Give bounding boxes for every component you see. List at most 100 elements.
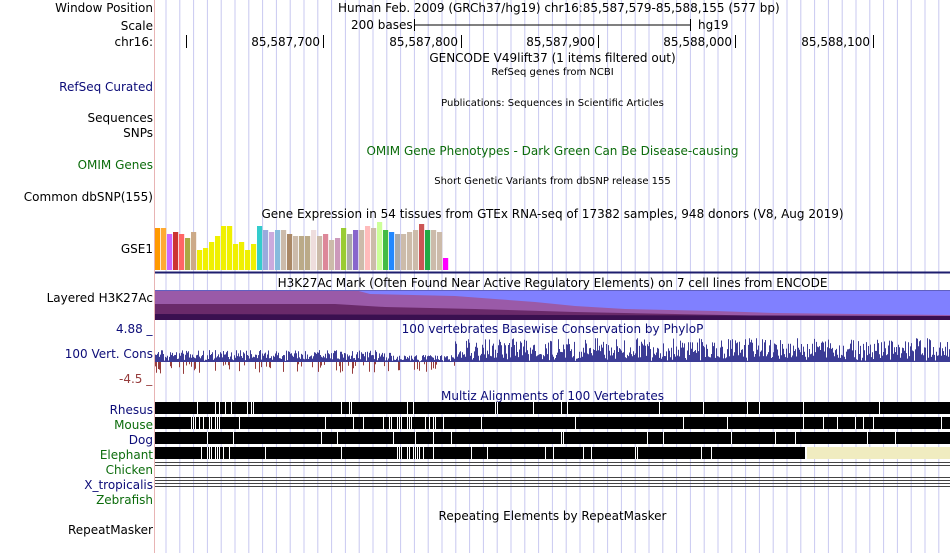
gtex-tissue-bar [425,230,431,270]
h3k27ac-signal[interactable] [155,290,950,320]
alignment-gap [533,402,534,414]
refseq-track-title[interactable]: RefSeq genes from NCBI [491,67,614,78]
alignment-gap [409,417,410,429]
gtex-tissue-bar [305,236,311,270]
ruler-tick-label: 85,588,100 [801,35,870,49]
alignment-gap [425,417,426,429]
ruler-tick-label: 85,587,800 [389,35,458,49]
alignment-gap [433,447,434,459]
gtex-tissue-bar [347,234,353,270]
gtex-tissue-bar [395,234,401,270]
gtex-tissue-bar [281,230,287,270]
gtex-tissue-bar [299,236,305,270]
species-label-dog[interactable]: Dog [128,433,153,447]
gtex-tissue-bar [401,234,407,270]
alignment-gap [429,417,430,429]
alignment-gap [219,447,220,459]
alignment-gap [197,402,198,414]
alignment-gap [795,432,796,444]
alignment-gap [867,432,868,444]
alignment-gap [855,417,856,429]
gtex-tissue-bar [413,230,419,270]
cons-track-label[interactable]: 100 Vert. Cons [64,347,153,361]
alignment-gap [399,417,400,429]
alignment-gap [195,417,196,429]
gtex-tissue-bar [215,236,221,270]
species-label-rhesus[interactable]: Rhesus [109,403,153,417]
omim-track-title[interactable]: OMIM Gene Phenotypes - Dark Green Can Be… [366,144,739,158]
multiz-track-title[interactable]: Multiz Alignments of 100 Vertebrates [440,389,665,403]
gencode-track-title[interactable]: GENCODE V49lift37 (1 items filtered out) [429,51,676,65]
alignment-gap [415,432,416,444]
gtex-track-label[interactable]: GSE1 [120,242,153,256]
conservation-wiggle[interactable] [155,332,950,384]
species-label-chicken[interactable]: Chicken [105,463,153,477]
gtex-tissue-bar [407,232,413,270]
sequences-track-label[interactable]: Sequences [87,111,153,125]
species-label-zebrafish[interactable]: Zebrafish [96,493,153,507]
mouse-alignment [155,417,950,429]
gtex-tissue-bar [335,238,341,270]
conservation-positive [155,338,950,362]
alignment-gap [711,447,712,459]
species-label-x_tropicalis[interactable]: X_tropicalis [84,478,153,492]
alignment-gap [873,417,874,429]
alignment-gap [495,402,496,414]
alignment-gap [683,417,684,429]
alignment-gap [217,447,218,459]
ruler-tick-label: 85,587,700 [251,35,320,49]
ruler-tick-label: 85,587,900 [526,35,595,49]
cons-min-label: -4.5 _ [119,372,153,386]
alignment-gap [223,447,224,459]
alignment-gap [397,447,398,459]
h3k27ac-track-title[interactable]: H3K27Ac Mark (Often Found Near Active Re… [277,276,828,290]
gtex-bar-graph[interactable] [155,222,950,274]
alignment-gap [383,417,384,429]
alignment-gap [233,432,234,444]
alignment-gap [731,432,732,444]
window-position-label: Window Position [55,1,153,15]
alignment-gap [247,402,248,414]
alignment-gap [193,417,194,429]
repeatmasker-track-title[interactable]: Repeating Elements by RepeatMasker [438,509,667,523]
alignment-gap [837,417,838,429]
alignment-gap [423,447,424,459]
h3k27ac-track-label[interactable]: Layered H3K27Ac [46,291,153,305]
alignment-gap [397,417,398,429]
alignment-gap [325,417,326,429]
gtex-tissue-bar [377,222,383,270]
publications-track-title[interactable]: Publications: Sequences in Scientific Ar… [441,98,664,109]
gtex-tissue-bar [329,240,335,270]
repeatmasker-track-label[interactable]: RepeatMasker [67,523,153,537]
cons-track-title[interactable]: 100 vertebrates Basewise Conservation by… [401,322,704,336]
snps-track-label[interactable]: SNPs [123,126,153,140]
dbsnp-track-title[interactable]: Short Genetic Variants from dbSNP releas… [434,176,671,187]
alignment-gap [561,432,562,444]
dbsnp-track-label[interactable]: Common dbSNP(155) [23,190,153,204]
alignment-gap [561,402,562,414]
gtex-tissue-bar [371,228,377,270]
gtex-tissue-bar [155,228,161,270]
alignment-gap [225,402,226,414]
dog-alignment [155,432,950,444]
alignment-gap [363,417,364,429]
omim-track-label[interactable]: OMIM Genes [77,158,153,172]
alignment-gap [203,417,204,429]
alignment-gap [217,417,218,429]
scale-value: 200 bases [351,18,413,32]
chrom-label: chr16: [114,35,153,49]
window-position-value: Human Feb. 2009 (GRCh37/hg19) chr16:85,5… [338,1,780,15]
species-label-mouse[interactable]: Mouse [114,418,153,432]
alignment-gap [407,417,408,429]
multiz-alignment[interactable] [155,401,950,493]
gtex-tissue-bar [227,226,233,270]
alignment-gap [407,402,408,414]
species-label-elephant[interactable]: Elephant [99,448,153,462]
alignment-gap [415,447,416,459]
refseq-track-label[interactable]: RefSeq Curated [59,80,153,94]
gtex-tissue-bar [221,226,227,270]
alignment-gap [321,432,322,444]
gtex-tissue-bar [179,234,185,270]
gtex-track-title[interactable]: Gene Expression in 54 tissues from GTEx … [261,207,844,221]
